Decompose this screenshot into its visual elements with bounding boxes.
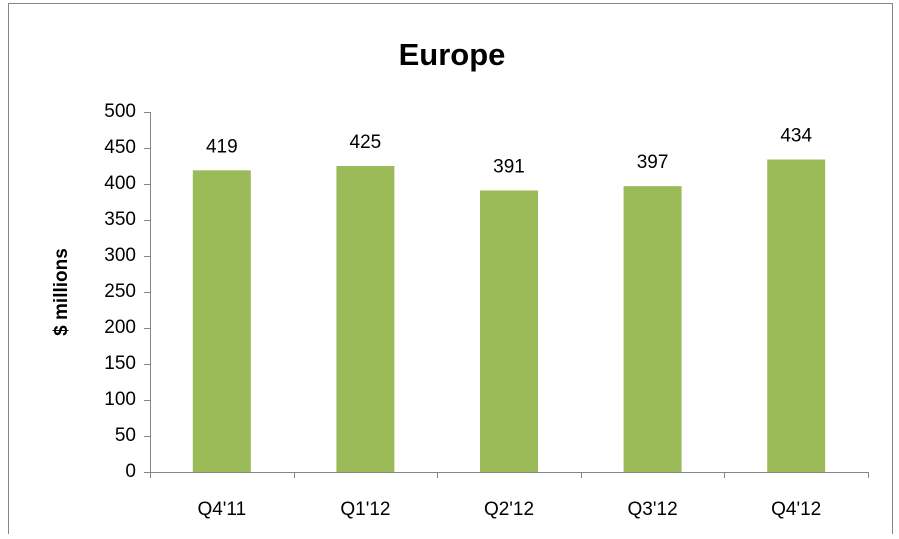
y-tick-label: 150 — [104, 353, 136, 374]
y-tick-label: 450 — [104, 137, 136, 158]
data-label: 391 — [493, 156, 525, 177]
x-tick-label: Q4'11 — [197, 499, 246, 520]
y-tick-label: 400 — [104, 173, 136, 194]
bar — [767, 159, 826, 472]
chart-title: Europe — [399, 37, 506, 72]
y-tick-label: 0 — [125, 461, 136, 482]
data-label: 425 — [350, 132, 382, 153]
data-label: 419 — [206, 136, 238, 157]
y-axis-label: $ millions — [51, 248, 72, 336]
bar — [480, 190, 538, 473]
y-tick-label: 350 — [104, 209, 136, 230]
bar — [192, 170, 251, 472]
y-tick-label: 100 — [104, 389, 136, 410]
y-tick-label: 250 — [104, 281, 136, 302]
bar — [623, 186, 682, 472]
chart-border — [8, 3, 893, 539]
x-tick-label: Q4'12 — [771, 499, 821, 520]
x-tick-label: Q3'12 — [628, 499, 678, 520]
y-tick-label: 200 — [104, 317, 136, 338]
x-tick-label: Q2'12 — [484, 499, 534, 520]
y-tick-label: 500 — [104, 101, 136, 122]
y-tick-label: 50 — [115, 425, 136, 446]
x-tick-label: Q1'12 — [340, 499, 390, 520]
data-label: 434 — [780, 126, 812, 147]
data-label: 397 — [637, 152, 669, 173]
bar — [336, 166, 395, 472]
y-tick-label: 300 — [104, 245, 136, 266]
